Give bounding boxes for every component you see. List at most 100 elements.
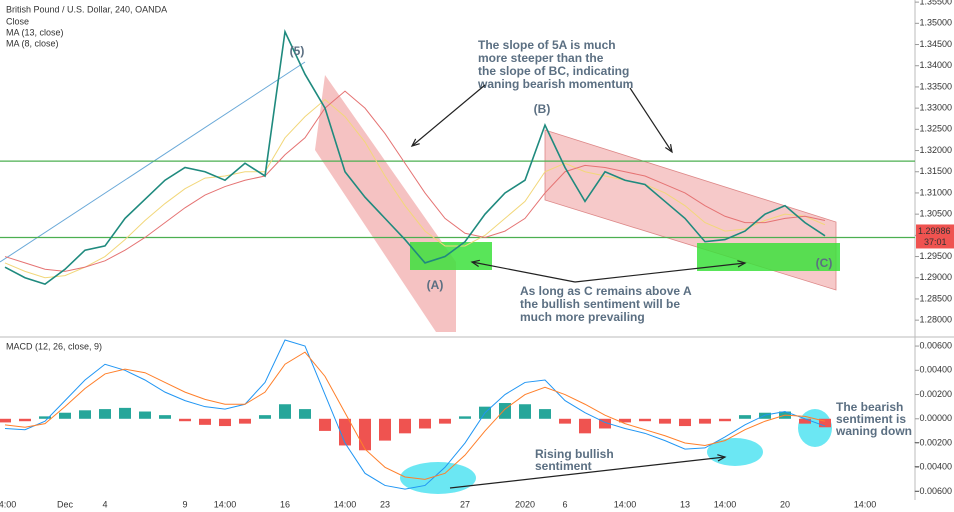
y-tick-label: 1.31000 [919,187,952,197]
histogram-bar [19,418,31,422]
annotation: more steeper than the [478,51,604,65]
y-tick-label: 0.00000 [919,413,952,423]
arrow [411,84,486,147]
series-line [4,98,826,279]
histogram-bar [439,418,451,424]
x-tick-label: 14:00 [854,499,877,509]
histogram-bar [539,409,551,419]
y-tick-label: 1.32500 [919,124,952,134]
chart-title: British Pound / U.S. Dollar, 240, OANDA [6,4,167,14]
x-tick-label: 14:00 [614,499,637,509]
series-line [4,90,826,272]
y-tick-label: 1.31500 [919,166,952,176]
x-tick-label: 9 [182,499,187,509]
annotation: sentiment is [836,412,906,426]
y-tick-label: 0.00200 [919,389,952,399]
y-tick-label: 1.34500 [919,39,952,49]
x-tick-label: 4 [102,499,107,509]
y-tick-label: 1.30500 [919,209,952,219]
y-tick-label: 0.00400 [919,365,952,375]
histogram-bar [619,418,631,423]
wave-label: (5) [290,44,305,58]
x-tick-label: 14:00 [0,499,16,509]
x-tick-label: 23 [380,499,390,509]
annotation: sentiment [535,459,592,473]
histogram-bar [39,416,51,419]
arrow-head [717,454,727,462]
x-tick-label: 14:00 [214,499,237,509]
legend-entry: Close [6,16,29,26]
wave-label: (C) [816,256,833,270]
chart-title: MACD (12, 26, close, 9) [6,341,102,351]
histogram-bar [419,418,431,429]
histogram-bar [319,418,331,431]
histogram-bar [119,407,131,419]
y-tick-label: 1.33500 [919,81,952,91]
arrow-head [470,259,480,267]
histogram-bar [279,404,291,419]
series-line [4,29,826,286]
y-tick-label: 1.28500 [919,293,952,303]
histogram-bar [199,418,211,425]
arrow [574,262,746,283]
histogram-bar [339,418,351,446]
histogram-bar [359,418,371,451]
annotation: The slope of 5A is much [478,38,616,52]
price-tag [916,224,954,249]
histogram-bar [519,404,531,419]
x-tick-label: 20 [780,499,790,509]
arrow [471,261,576,283]
annotation: Rising bullish [535,447,614,461]
series-line [4,339,826,490]
y-tick-label: −0.00600 [914,486,952,496]
x-tick-label: 13 [680,499,690,509]
zone-c [697,243,840,271]
histogram-bar [299,409,311,419]
annotation: waning down [835,424,912,438]
arrow-head [665,144,673,154]
histogram-bar [159,415,171,419]
annotation: the bullish sentiment will be [520,297,680,311]
histogram-bar [239,418,251,424]
wave-label: (A) [427,278,444,292]
y-tick-label: 1.35000 [919,18,952,28]
histogram-bar [699,418,711,424]
histogram-bar [659,418,671,424]
annotation: the slope of BC, indicating [478,64,629,78]
histogram-bar [219,418,231,427]
x-tick-label: 2020 [515,499,535,509]
last-price: 1.29986 [918,226,951,236]
histogram-bar [799,418,811,424]
series-line [4,351,826,480]
y-tick-label: 1.29500 [919,251,952,261]
histogram-bar [739,415,751,419]
arrow-head [737,260,747,268]
histogram-bar [99,409,111,419]
arrow [449,456,726,489]
y-tick-label: −0.00200 [914,437,952,447]
histogram-bar [679,418,691,427]
annotation: As long as C remains above A [520,284,692,298]
histogram-bar [819,418,831,428]
annotation: waning bearish momentum [477,77,633,91]
legend-entry: MA (8, close) [6,38,59,48]
histogram-bar [459,416,471,419]
x-tick-label: 14:00 [714,499,737,509]
x-tick-label: 16 [280,499,290,509]
histogram-bar [179,418,191,422]
histogram-bar [379,418,391,441]
highlight [400,462,476,494]
highlight [798,409,832,447]
histogram-bar [399,418,411,434]
histogram-bar [559,418,571,424]
histogram-bar [719,418,731,422]
histogram-bar [59,412,71,419]
legend-entry: MA (13, close) [6,27,64,37]
histogram-bar [79,410,91,419]
annotation: much more prevailing [520,310,645,324]
countdown: 37:01 [924,237,947,247]
arrow-head [410,138,420,147]
histogram-bar [259,415,271,419]
x-tick-label: 27 [460,499,470,509]
